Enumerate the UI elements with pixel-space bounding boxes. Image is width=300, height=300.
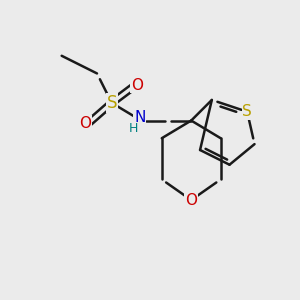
Text: O: O bbox=[131, 78, 143, 93]
Text: H: H bbox=[129, 122, 139, 135]
Text: S: S bbox=[106, 94, 117, 112]
Text: N: N bbox=[134, 110, 146, 124]
Text: O: O bbox=[79, 116, 91, 131]
Text: O: O bbox=[185, 193, 197, 208]
Text: S: S bbox=[242, 104, 252, 119]
